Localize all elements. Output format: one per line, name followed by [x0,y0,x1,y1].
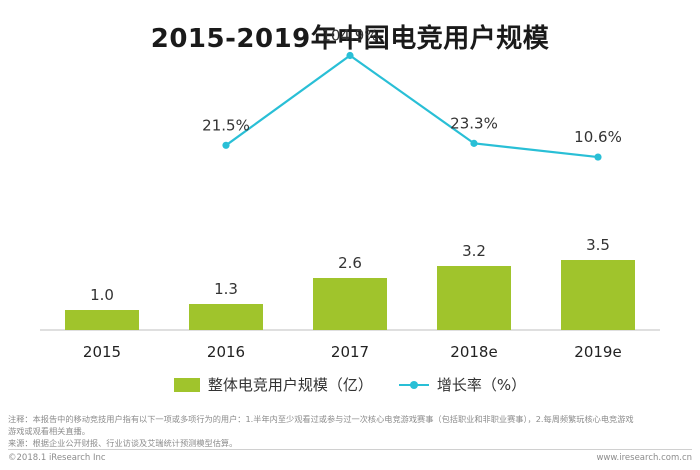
growth-label-2016: 21.5% [202,116,250,134]
growth-point-2018e [470,139,478,147]
x-tick-labels: 2015 2016 2017 2018e 2019e [83,343,622,361]
growth-point-2019e [594,153,602,161]
bar-2015 [65,310,139,330]
note-line-2: 游戏或观看相关直播。 [8,426,90,436]
bar-label-2017: 2.6 [338,254,362,272]
note-source: 来源：根据企业公开财报、行业访谈及艾瑞统计预测模型估算。 [8,438,238,448]
x-tick-2016: 2016 [207,343,245,361]
footer-website: www.iresearch.com.cn [596,453,692,463]
growth-line [225,54,599,159]
footer-copyright: ©2018.1 iResearch Inc [8,453,106,463]
legend-line-swatch [398,378,429,392]
growth-point-2017 [346,51,354,60]
line-series: 21.5% 104.9% 23.3% 10.6% [202,26,622,161]
bar-label-2015: 1.0 [90,286,114,304]
legend-bar-swatch [173,377,200,392]
bar-2017 [313,278,387,330]
x-tick-2019e: 2019e [574,343,621,361]
x-tick-2017: 2017 [331,343,369,361]
legend-line-label: 增长率（%） [436,376,527,394]
footer-divider [8,449,692,450]
chart-title: 2015-2019年中国电竞用户规模 [150,24,550,54]
bar-label-2018e: 3.2 [462,242,486,260]
growth-label-2019e: 10.6% [574,128,622,146]
legend: 整体电竞用户规模（亿） 增长率（%） [0,374,700,395]
legend-bar-label: 整体电竞用户规模（亿） [207,376,373,394]
bar-2019e [561,260,635,330]
growth-label-2018e: 23.3% [450,114,498,132]
growth-point-2016 [222,141,230,149]
x-tick-2018e: 2018e [450,343,497,361]
bar-2018e [437,266,511,330]
growth-label-2017: 104.9% [321,26,378,44]
bar-2016 [189,304,263,330]
legend-item-line: 增长率（%） [398,374,527,395]
note-line-1: 注释：本报告中的移动竞技用户指有以下一项或多项行为的用户：1.半年内至少观看过或… [8,414,634,424]
bar-label-2016: 1.3 [214,280,238,298]
legend-item-bar: 整体电竞用户规模（亿） [173,374,373,395]
bar-label-2019e: 3.5 [586,236,610,254]
notes: 注释：本报告中的移动竞技用户指有以下一项或多项行为的用户：1.半年内至少观看过或… [8,413,692,449]
x-tick-2015: 2015 [83,343,121,361]
bar-series: 1.0 1.3 2.6 3.2 3.5 [65,236,635,330]
